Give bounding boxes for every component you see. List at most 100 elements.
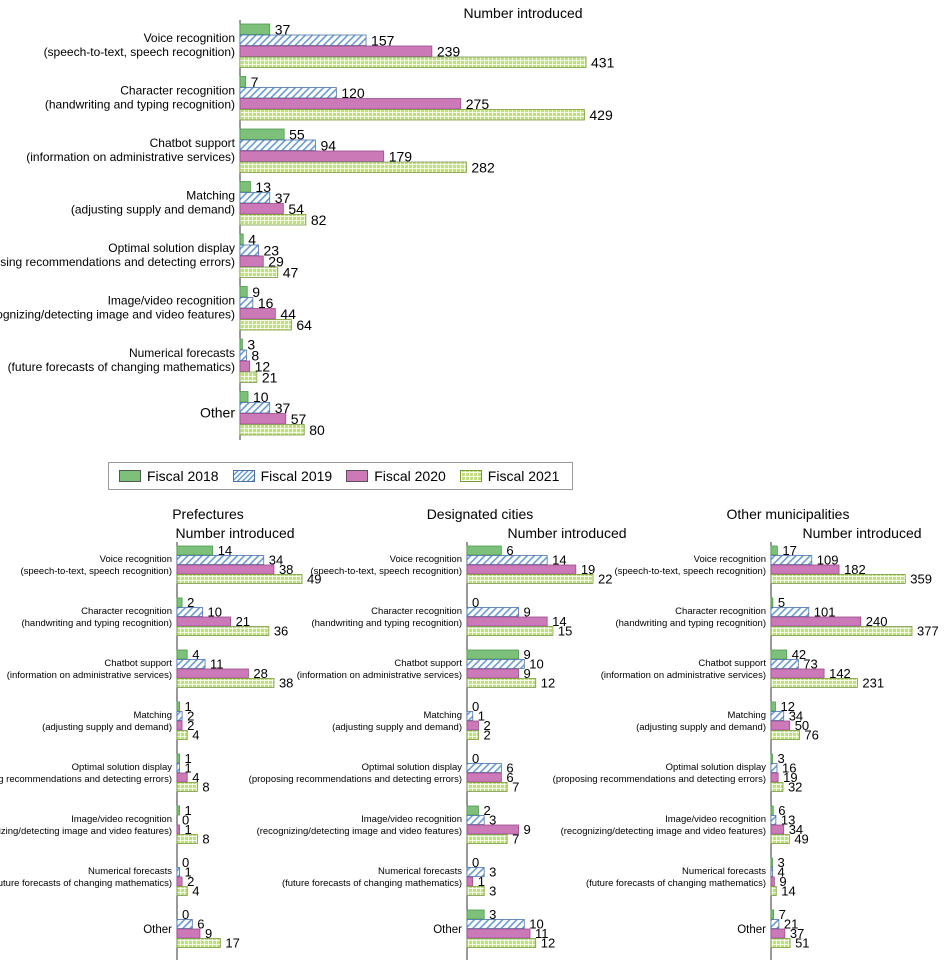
axis-label: Number introduced (507, 525, 626, 541)
bar-fiscal-2021 (239, 214, 307, 226)
category-label: Numerical forecasts (682, 866, 766, 877)
bar-fiscal-2020 (176, 824, 180, 835)
bar-fiscal-2020 (176, 616, 231, 627)
data-label: 2 (483, 718, 490, 733)
category-label: Optimal solution display (666, 762, 767, 773)
bar-fiscal-2020 (239, 150, 385, 162)
category-label: Image/video recognition (665, 814, 766, 825)
category-label: Image/video recognition (108, 294, 235, 308)
data-label: 12 (780, 699, 794, 714)
bar-fiscal-2021 (466, 886, 485, 896)
category-sublabel: (adjusting supply and demand) (636, 722, 766, 733)
data-label: 0 (472, 855, 479, 870)
data-label: 4 (248, 232, 256, 248)
data-label: 14 (552, 614, 566, 629)
bar-fiscal-2021 (466, 730, 479, 740)
data-label: 9 (524, 666, 531, 681)
data-label: 54 (288, 201, 304, 217)
bar-fiscal-2019 (176, 607, 203, 617)
data-label: 2 (483, 728, 490, 743)
bar-fiscal-2018 (176, 649, 188, 660)
category-sublabel: (handwriting and typing recognition) (615, 618, 766, 629)
bar-fiscal-2021 (466, 574, 594, 584)
data-label: 21 (236, 614, 250, 629)
data-label: 11 (210, 657, 224, 672)
category-label: Character recognition (371, 606, 462, 617)
category-sublabel: (proposing recommendations and detecting… (553, 774, 766, 785)
data-label: 0 (472, 699, 479, 714)
bar-fiscal-2019 (239, 349, 247, 361)
data-label: 1 (478, 709, 485, 724)
data-label: 429 (589, 107, 613, 123)
legend-swatch-fiscal-2021 (459, 470, 482, 482)
data-label: 4 (192, 770, 199, 785)
data-label: 2 (187, 718, 194, 733)
bar-fiscal-2020 (770, 928, 786, 939)
data-label: 240 (866, 614, 888, 629)
data-label: 9 (524, 647, 531, 662)
data-label: 6 (506, 761, 513, 776)
legend-label-fiscal-2019: Fiscal 2019 (260, 468, 333, 484)
data-label: 23 (263, 243, 279, 259)
data-label: 7 (512, 832, 519, 847)
bar-fiscal-2018 (176, 545, 214, 556)
chart-other-municipalities: Other municipalities Number introduced Voi… (553, 506, 939, 960)
category-label: Voice recognition (100, 554, 172, 565)
data-label: 16 (258, 295, 274, 311)
data-label: 275 (466, 96, 490, 112)
bar-fiscal-2021 (770, 730, 800, 740)
data-label: 3 (778, 855, 785, 870)
data-label: 157 (371, 33, 395, 49)
data-label: 32 (788, 780, 802, 795)
bar-fiscal-2021 (176, 626, 270, 636)
data-label: 179 (389, 149, 413, 165)
category-label: Chatbot support (698, 658, 766, 669)
chart-designated-cities: Designated cities Number introduced Voice … (249, 506, 627, 960)
bar-fiscal-2019 (176, 659, 206, 669)
bar-fiscal-2021 (239, 161, 467, 173)
bar-fiscal-2019 (466, 711, 474, 721)
bar-fiscal-2019 (770, 763, 778, 773)
bar-fiscal-2021 (176, 574, 303, 584)
bar-fiscal-2021 (770, 574, 906, 584)
bar-fiscal-2019 (770, 711, 785, 721)
category-sublabel: (handwriting and typing recognition) (45, 98, 235, 112)
data-label: 16 (782, 761, 796, 776)
bar-fiscal-2019 (176, 555, 265, 565)
bar-fiscal-2018 (176, 597, 183, 608)
bar-fiscal-2021 (770, 886, 777, 896)
data-label: 14 (218, 543, 232, 558)
data-label: 13 (781, 813, 795, 828)
data-label: 1 (185, 699, 192, 714)
bar-fiscal-2019 (176, 919, 193, 929)
data-label: 73 (803, 657, 817, 672)
data-label: 1 (185, 822, 192, 837)
category-sublabel: (information on administrative services) (26, 150, 235, 164)
data-label: 13 (255, 179, 271, 195)
data-label: 7 (779, 907, 786, 922)
category-label: Matching (727, 710, 766, 721)
bar-fiscal-2020 (176, 720, 183, 731)
data-label: 14 (781, 884, 795, 899)
category-label: Optimal solution display (108, 241, 235, 255)
bar-fiscal-2021 (176, 834, 198, 844)
legend-label-fiscal-2020: Fiscal 2020 (374, 468, 446, 484)
data-label: 4 (778, 865, 785, 880)
data-label: 3 (778, 751, 785, 766)
data-label: 36 (274, 624, 288, 639)
bar-fiscal-2019 (770, 919, 780, 929)
bar-fiscal-2019 (770, 607, 810, 617)
legend-swatch-fiscal-2018 (119, 470, 141, 482)
category-sublabel: (recognizing/detecting image and video f… (257, 826, 462, 837)
bar-fiscal-2020 (770, 824, 785, 835)
bar-fiscal-2021 (176, 886, 188, 896)
bar-fiscal-2021 (770, 938, 791, 948)
chart-all-organizations: Number introduced Voice recognition(speec… (0, 5, 615, 440)
bar-fiscal-2021 (239, 319, 292, 331)
bar-fiscal-2021 (176, 730, 188, 740)
data-label: 0 (182, 907, 189, 922)
data-label: 38 (279, 676, 293, 691)
data-label: 11 (535, 926, 549, 941)
bar-fiscal-2020 (239, 413, 287, 425)
bar-fiscal-2019 (466, 659, 525, 669)
